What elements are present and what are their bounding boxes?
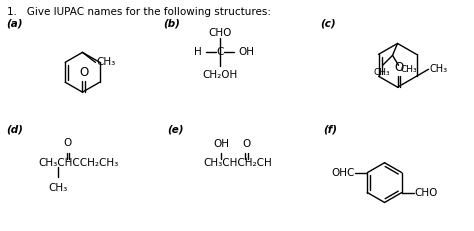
Text: O: O bbox=[79, 66, 88, 79]
Text: CH₃: CH₃ bbox=[373, 68, 390, 77]
Text: O: O bbox=[64, 138, 72, 148]
Text: CH₂OH: CH₂OH bbox=[202, 70, 237, 80]
Text: C: C bbox=[216, 47, 224, 57]
Text: OH: OH bbox=[213, 139, 229, 149]
Text: O: O bbox=[242, 139, 251, 149]
Text: (c): (c) bbox=[320, 18, 336, 29]
Text: (d): (d) bbox=[7, 125, 24, 135]
Text: CH₃: CH₃ bbox=[401, 65, 417, 74]
Text: (f): (f) bbox=[323, 125, 337, 135]
Text: CH₃: CH₃ bbox=[96, 57, 116, 67]
Text: CH₃: CH₃ bbox=[429, 64, 447, 74]
Text: (a): (a) bbox=[7, 18, 23, 29]
Text: (e): (e) bbox=[167, 125, 184, 135]
Text: H: H bbox=[194, 47, 202, 57]
Text: OH: OH bbox=[238, 47, 254, 57]
Text: (b): (b) bbox=[163, 18, 180, 29]
Text: CH₃: CH₃ bbox=[48, 182, 67, 193]
Text: O: O bbox=[394, 61, 403, 74]
Text: OHC: OHC bbox=[331, 168, 355, 178]
Text: CHO: CHO bbox=[415, 188, 438, 198]
Text: CH₃CHCH₂CH: CH₃CHCH₂CH bbox=[203, 158, 272, 168]
Text: 1.   Give IUPAC names for the following structures:: 1. Give IUPAC names for the following st… bbox=[7, 7, 271, 17]
Text: CH₃CHCCH₂CH₃: CH₃CHCCH₂CH₃ bbox=[38, 158, 119, 168]
Text: CHO: CHO bbox=[209, 28, 232, 39]
